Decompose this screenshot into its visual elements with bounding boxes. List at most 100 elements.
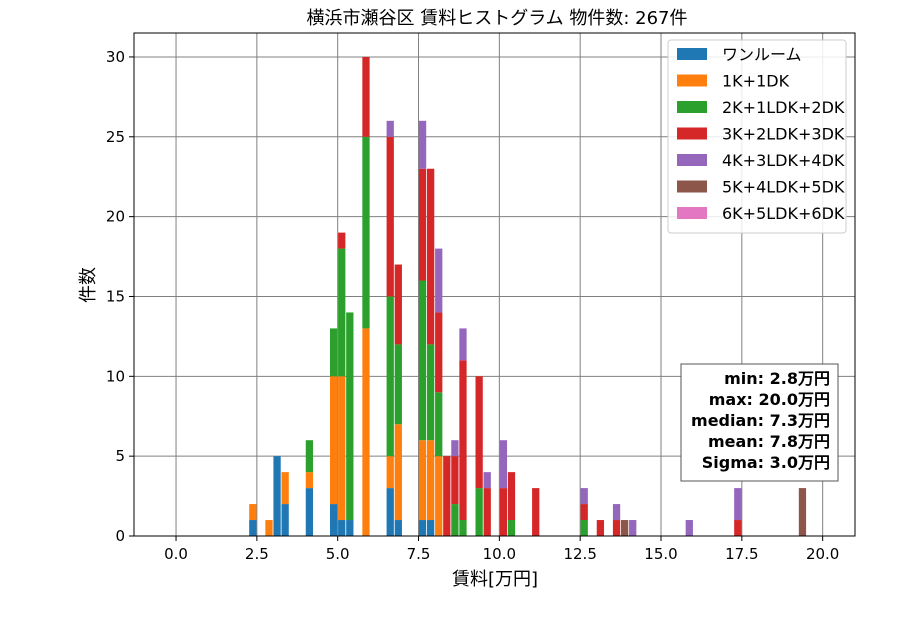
bar-20-series-3	[475, 376, 483, 489]
legend-label-0: ワンルーム	[722, 45, 802, 64]
legend-label-3: 3K+2LDK+3DK	[722, 125, 845, 144]
bar-11-series-0	[386, 488, 394, 536]
bar-16-series-4	[435, 248, 443, 313]
x-tick-label-3: 7.5	[407, 545, 431, 563]
bar-12-series-1	[394, 424, 402, 521]
stats-line-2: median: 7.3万円	[691, 411, 830, 430]
chart-title: 横浜市瀬谷区 賃料ヒストグラム 物件数: 267件	[306, 8, 687, 29]
bar-2-series-0	[273, 456, 281, 536]
bar-14-series-1	[418, 440, 427, 521]
bar-25-series-3	[532, 488, 540, 536]
bar-29-series-3	[612, 520, 621, 536]
bar-31-series-4	[629, 520, 637, 536]
bar-11-series-1	[386, 456, 394, 489]
bar-6-series-2	[330, 328, 338, 377]
legend-swatch-5	[677, 180, 707, 193]
plot-frame	[133, 32, 856, 537]
bar-3-series-1	[281, 472, 289, 505]
bar-15-series-1	[427, 440, 435, 521]
y-axis-label: 件数	[78, 267, 99, 303]
y-axis-ticks: 0 5 10 15 20 25 30	[106, 48, 134, 545]
bar-18-series-3	[451, 456, 459, 505]
stats-frame	[680, 363, 839, 482]
bar-12-series-0	[394, 520, 402, 536]
legend-label-2: 2K+1LDK+2DK	[722, 98, 845, 117]
bar-3-series-0	[281, 504, 289, 536]
bar-34-series-3	[734, 520, 742, 536]
legend-label-5: 5K+4LDK+5DK	[722, 178, 845, 197]
y-tick-label-6: 30	[106, 48, 125, 66]
bar-14-series-0	[418, 520, 427, 536]
bar-21-series-3	[483, 488, 491, 536]
bar-4-series-1	[305, 472, 314, 489]
x-axis-label: 賃料[万円]	[452, 569, 538, 590]
legend-label-1: 1K+1DK	[722, 72, 790, 91]
bar-9-series-1	[362, 328, 370, 536]
bar-9-series-2	[362, 136, 370, 329]
bar-14-series-4	[418, 120, 427, 169]
bar-0-series-1	[249, 504, 257, 521]
bar-29-series-4	[612, 504, 621, 521]
bar-16-series-2	[435, 392, 443, 457]
y-tick-label-4: 20	[106, 208, 125, 226]
bar-7-series-2	[338, 248, 346, 377]
bars	[249, 56, 807, 536]
legend-label-6: 6K+5LDK+6DK	[722, 204, 845, 223]
bar-19-series-4	[459, 328, 467, 361]
x-tick-label-0: 0.0	[164, 545, 188, 563]
x-tick-label-6: 15.0	[644, 545, 677, 563]
stats-box: min: 2.8万円 max: 20.0万円 median: 7.3万円 mean: …	[680, 363, 839, 482]
bar-27-series-3	[580, 504, 588, 521]
x-tick-label-5: 12.5	[563, 545, 596, 563]
bar-33-series-4	[685, 520, 693, 536]
bar-7-series-0	[338, 520, 346, 536]
bar-14-series-2	[418, 280, 427, 441]
bar-35-series-5	[798, 488, 807, 536]
x-tick-label-7: 17.5	[725, 545, 758, 563]
legend-swatch-1	[677, 74, 707, 87]
bar-19-series-3	[459, 360, 467, 521]
bar-15-series-3	[427, 168, 435, 345]
legend-swatch-3	[677, 127, 707, 140]
bar-9-series-3	[362, 56, 370, 137]
bar-7-series-1	[338, 376, 346, 521]
bar-21-series-4	[483, 472, 491, 489]
y-tick-label-0: 0	[115, 527, 125, 545]
bar-15-series-0	[427, 520, 435, 536]
x-tick-label-2: 5.0	[326, 545, 350, 563]
legend-swatch-0	[677, 48, 707, 60]
x-tick-label-1: 2.5	[245, 545, 269, 563]
bar-16-series-3	[435, 312, 443, 393]
bar-34-series-4	[734, 488, 742, 521]
bar-27-series-2	[580, 520, 588, 536]
bar-15-series-2	[427, 344, 435, 441]
bar-27-series-4	[580, 488, 588, 505]
bar-19-series-2	[459, 520, 467, 536]
x-tick-label-8: 20.0	[806, 545, 839, 563]
y-tick-label-3: 15	[106, 287, 125, 305]
bar-1-series-1	[265, 520, 273, 536]
x-tick-label-4: 10.0	[483, 545, 516, 563]
bar-16-series-1	[435, 456, 443, 536]
x-axis-ticks: 0.0 2.5 5.0 7.5 10.0 12.5 15.0 17.5 20.0	[164, 536, 839, 563]
stats-line-0: min: 2.8万円	[724, 369, 830, 388]
bar-20-series-2	[475, 488, 483, 536]
bar-11-series-4	[386, 120, 394, 137]
bar-4-series-2	[305, 440, 314, 473]
stats-line-4: Sigma: 3.0万円	[702, 453, 830, 472]
legend-swatch-4	[677, 154, 707, 166]
bar-0-series-0	[249, 520, 257, 536]
bar-7-series-3	[338, 232, 346, 249]
stats-line-3: mean: 7.8万円	[708, 432, 830, 451]
bar-14-series-3	[418, 168, 427, 281]
y-tick-label-5: 25	[106, 128, 125, 146]
legend-frame	[667, 39, 847, 234]
y-tick-label-1: 5	[115, 447, 125, 465]
bar-4-series-0	[305, 488, 314, 536]
bar-30-series-5	[620, 520, 629, 536]
bar-6-series-1	[330, 376, 338, 505]
bar-18-series-2	[451, 504, 459, 536]
legend: ワンルーム 1K+1DK 2K+1LDK+2DK 3K+2LDK+3DK 4K+3LDK…	[667, 39, 847, 234]
bar-23-series-2	[507, 520, 516, 536]
